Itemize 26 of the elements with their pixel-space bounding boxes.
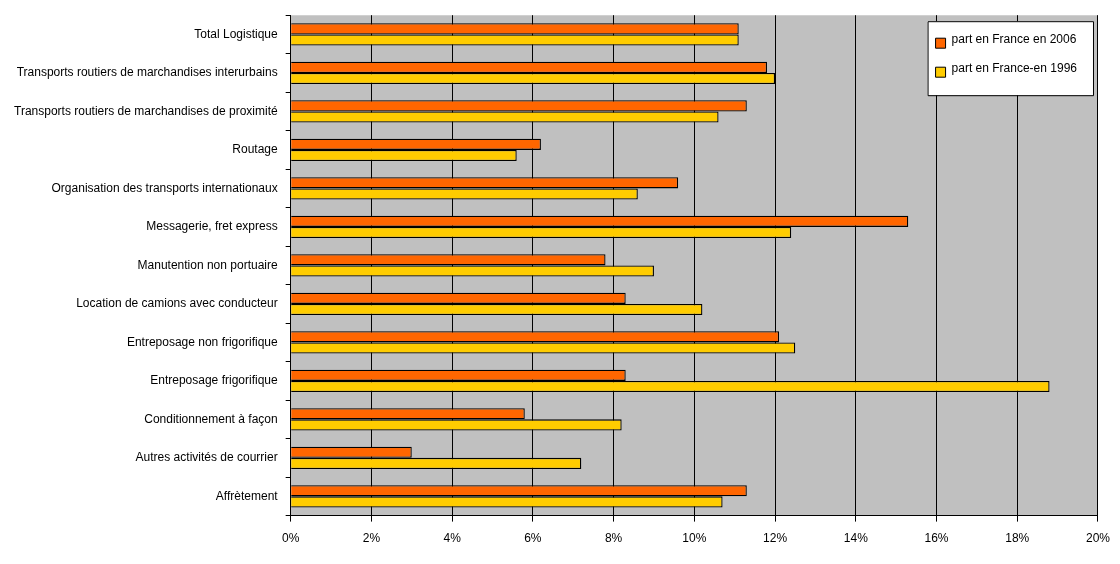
y-tick-label: Routage — [232, 142, 278, 157]
y-tick-label: Entreposage non frigorifique — [126, 334, 278, 349]
y-tick-label: Location de camions avec conducteur — [76, 296, 278, 311]
y-tick-label: Messagerie, fret express — [146, 219, 278, 234]
y-tick-label: Transports routiers de marchandises de proximité — [13, 103, 278, 118]
x-tick-label: 20% — [1085, 531, 1111, 546]
x-tick-label: 18% — [1005, 531, 1030, 546]
x-tick-label: 8% — [604, 531, 623, 546]
x-tick-label: 14% — [843, 531, 869, 546]
y-tick-label: Conditionnement à façon — [144, 411, 278, 426]
y-tick-label: Autres activités de courrier — [135, 450, 278, 465]
y-tick-label: Entreposage frigorifique — [150, 373, 278, 388]
y-tick-label: Transports routiers de marchandises interurbains — [16, 65, 278, 80]
x-tick-label: 4% — [443, 531, 462, 546]
y-tick-label: Total Logistique — [194, 26, 278, 41]
legend-label: part en France-en 1996 — [951, 60, 1078, 75]
x-tick-label: 12% — [763, 531, 788, 546]
y-tick-label: Organisation des transports internationaux — [51, 180, 278, 195]
x-tick-label: 16% — [924, 531, 949, 546]
y-tick-label: Affrètement — [215, 488, 279, 503]
y-tick-label: Manutention non portuaire — [137, 257, 278, 272]
x-tick-label: 2% — [362, 531, 381, 546]
x-tick-label: 10% — [682, 531, 707, 546]
x-tick-label: 6% — [524, 531, 542, 546]
x-tick-label: 0% — [281, 531, 300, 546]
legend-label: part en France en 2006 — [951, 31, 1077, 46]
